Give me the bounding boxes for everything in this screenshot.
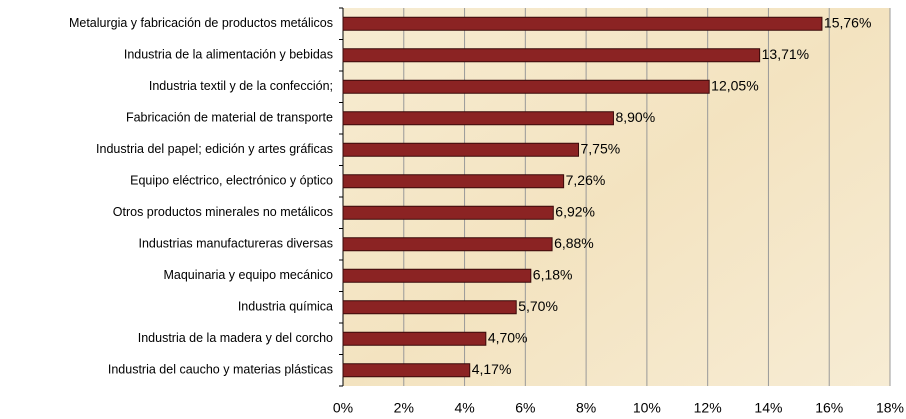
x-tick-label: 10% bbox=[633, 400, 661, 416]
x-tick-label: 8% bbox=[576, 400, 596, 416]
x-tick-label: 6% bbox=[515, 400, 535, 416]
x-tick-label: 12% bbox=[694, 400, 722, 416]
bar bbox=[342, 16, 823, 31]
value-label: 4,17% bbox=[472, 361, 512, 377]
y-tick-label: Industria de la alimentación y bebidas bbox=[124, 48, 333, 62]
bar bbox=[342, 205, 554, 220]
y-tick-label: Equipo eléctrico, electrónico y óptico bbox=[130, 174, 333, 188]
y-tick-label: Fabricación de material de transporte bbox=[126, 111, 333, 125]
value-label: 5,70% bbox=[518, 298, 558, 314]
y-tick-label: Industria de la madera y del corcho bbox=[138, 331, 333, 345]
x-tick-label: 16% bbox=[815, 400, 843, 416]
value-label: 6,18% bbox=[533, 266, 573, 282]
value-label: 7,26% bbox=[566, 172, 606, 188]
bar bbox=[342, 268, 532, 283]
bar bbox=[342, 111, 614, 126]
x-tick-label: 4% bbox=[454, 400, 474, 416]
bar bbox=[342, 237, 553, 252]
value-label: 15,76% bbox=[824, 14, 871, 30]
value-label: 4,70% bbox=[488, 329, 528, 345]
value-label: 8,90% bbox=[615, 109, 655, 125]
y-tick-label: Industrias manufactureras diversas bbox=[138, 237, 333, 251]
y-tick-label: Industria del caucho y materias plástica… bbox=[108, 363, 333, 377]
value-label: 6,92% bbox=[555, 203, 595, 219]
bar bbox=[342, 48, 761, 63]
y-tick-label: Industria textil y de la confección; bbox=[149, 79, 333, 93]
plot-area bbox=[343, 8, 890, 386]
bar bbox=[342, 300, 517, 315]
bar bbox=[342, 142, 580, 157]
bar bbox=[342, 331, 487, 346]
x-tick-label: 2% bbox=[394, 400, 414, 416]
value-label: 13,71% bbox=[762, 46, 809, 62]
value-label: 12,05% bbox=[711, 77, 758, 93]
value-label: 6,88% bbox=[554, 235, 594, 251]
bar bbox=[342, 174, 565, 189]
y-tick-label: Otros productos minerales no metálicos bbox=[113, 205, 333, 219]
y-tick-label: Industria química bbox=[238, 300, 333, 314]
x-tick-label: 18% bbox=[876, 400, 904, 416]
value-label: 7,75% bbox=[581, 140, 621, 156]
bar bbox=[342, 79, 710, 94]
bar bbox=[342, 363, 471, 378]
y-tick-label: Industria del papel; edición y artes grá… bbox=[96, 142, 333, 156]
x-tick-label: 0% bbox=[333, 400, 353, 416]
y-tick-label: Maquinaria y equipo mecánico bbox=[163, 268, 333, 282]
y-tick-label: Metalurgia y fabricación de productos me… bbox=[69, 16, 333, 30]
x-tick-label: 14% bbox=[754, 400, 782, 416]
